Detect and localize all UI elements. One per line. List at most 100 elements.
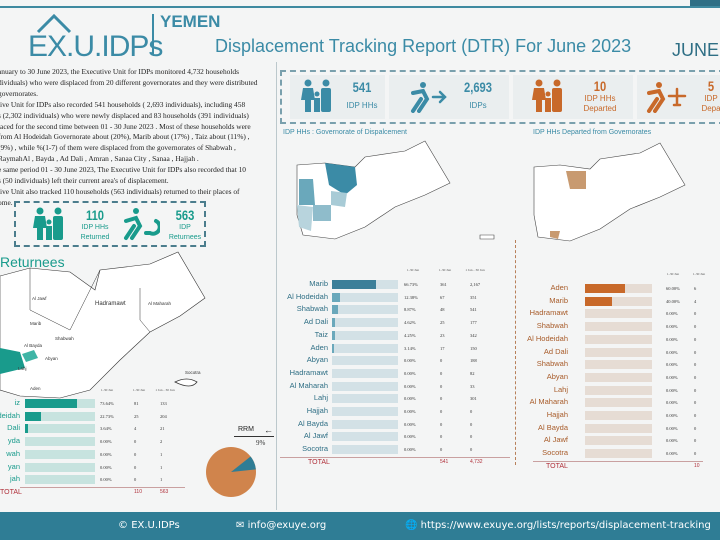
row-bar-fill (25, 399, 77, 408)
summary-line: s (50 individuals) left their current ar… (0, 176, 169, 186)
table-row: Abyan 0.00% 0 (518, 372, 720, 383)
table-row: Dali 3.64% 4 21 (0, 423, 200, 434)
row-hh: 0 (440, 383, 443, 389)
row-pct: 0.00% (666, 387, 678, 393)
row-bar (332, 445, 398, 455)
summary-line: dividuals) who were displaced from 20 di… (0, 77, 258, 87)
row-individuals: 0 (470, 409, 473, 414)
row-pct: 0.00% (666, 374, 678, 380)
row-hh: 67 (440, 294, 445, 300)
row-bar (585, 309, 652, 319)
row-individuals: 301 (470, 396, 477, 402)
runner-arrow-icon (411, 82, 447, 113)
row-bar (332, 394, 398, 404)
row-bar (585, 449, 652, 459)
svg-text:Al Maharah: Al Maharah (148, 301, 172, 306)
departed-map (533, 142, 686, 242)
svg-text:Lahj: Lahj (18, 366, 27, 371)
row-bar (332, 419, 398, 429)
table-row: Hajjah 0.00% 0 0 (280, 406, 515, 417)
column-header: 1-30 Jun (666, 272, 680, 276)
summary-line: ome. (0, 197, 13, 207)
table-row: iz 73.64% 81 133 (0, 398, 200, 409)
table-row: Marib 66.73% 361 2,167 (280, 279, 515, 290)
row-label: Al Maharah (529, 397, 568, 407)
rrm-underline (234, 436, 274, 437)
row-hh: 0 (134, 477, 137, 483)
row-hh: 25 (134, 413, 139, 419)
row-hh: 4 (134, 426, 137, 432)
row-bar (585, 423, 652, 433)
row-pct: 0.00% (404, 396, 416, 402)
footer-email[interactable]: ✉ info@exuye.org (236, 520, 327, 531)
svg-text:Al Bayda: Al Bayda (24, 343, 43, 348)
row-bar (332, 280, 398, 289)
row-hh: 48 (440, 307, 445, 313)
row-pct: 0.00% (404, 409, 416, 414)
table-row: Marib 40.00% 4 (518, 296, 720, 307)
total-individuals: 4,732 (470, 458, 483, 465)
footer-url[interactable]: 🌐 https://www.exuye.org/lists/reports/di… (405, 520, 711, 531)
row-hh: 0 (134, 439, 137, 445)
row-bar-fill (332, 318, 336, 328)
family-icon (33, 207, 63, 240)
row-bar (25, 475, 95, 485)
total-label: TOTAL (546, 462, 568, 470)
table-row: Shabwah 0.00% 0 (518, 359, 720, 370)
row-bar (585, 372, 652, 382)
row-hh: 0 (694, 451, 697, 457)
total-rule (280, 456, 510, 458)
row-pct: 0.00% (666, 336, 678, 342)
row-pct: 0.00% (666, 400, 678, 406)
total-label: TOTAL (308, 458, 330, 466)
return-runner-icon (124, 208, 160, 240)
column-header: 1-30 Jun (438, 268, 452, 272)
stat-idp-hhs: 541 IDP HHs (290, 75, 385, 119)
total-rule (20, 486, 185, 488)
summary-line: governorates. (0, 88, 39, 98)
stat-idps: 2,693 IDPs (389, 75, 509, 119)
row-bar (25, 462, 95, 472)
svg-text:Shabwah: Shabwah (55, 336, 74, 341)
table-row: deidah 22.73% 25 204 (0, 411, 200, 422)
row-bar (332, 343, 398, 353)
row-bar (332, 330, 398, 340)
row-pct: 60.00% (666, 286, 680, 291)
idp-map (296, 140, 495, 240)
row-bar (332, 292, 398, 302)
runner-plane-icon (647, 82, 687, 113)
row-bar (332, 432, 398, 442)
row-hh: 23 (440, 332, 445, 338)
table-row: Ad Dali 0.00% 0 (518, 347, 720, 358)
row-bar-fill (25, 424, 28, 434)
row-label: Hajjah (306, 406, 328, 415)
departed-map-title: IDP HHs Departed from Governorates (533, 129, 652, 136)
row-hh: 4 (694, 298, 697, 304)
row-bar (332, 381, 398, 391)
row-hh: 0 (694, 425, 697, 431)
summary-line: from Al Hodeidah Governorate about (20%)… (0, 132, 250, 142)
row-label: Socotra (302, 444, 328, 454)
row-bar (585, 385, 652, 395)
summary-line: tive Unit also tracked 110 households (5… (0, 186, 240, 196)
svg-text:Socotra: Socotra (185, 370, 201, 375)
row-bar-fill (332, 280, 377, 289)
row-hh: 0 (440, 434, 443, 440)
row-label: jah (9, 474, 20, 484)
row-individuals: 177 (470, 320, 477, 326)
row-pct: 22.73% (100, 413, 114, 419)
total-hh: 541 (440, 458, 449, 465)
table-row: Socotra 0.00% 0 0 (280, 444, 515, 455)
table-row: Al Maharah 0.00% 0 33 (280, 381, 515, 392)
row-bar (585, 284, 652, 293)
table-row: Taiz 4.25% 23 342 (280, 330, 515, 341)
row-individuals: 188 (470, 358, 477, 364)
column-header: 1-30 Jun (406, 268, 420, 272)
row-bar (25, 449, 95, 459)
row-label: Socotra (542, 448, 568, 458)
row-label: Ad Dali (303, 317, 328, 327)
top-rule (0, 6, 720, 8)
row-hh: 0 (694, 400, 697, 406)
returnees-map: Al Jawf Hadramawt Al Maharah Marib Shabw… (0, 251, 206, 399)
row-label: Hadramawt (529, 308, 568, 318)
